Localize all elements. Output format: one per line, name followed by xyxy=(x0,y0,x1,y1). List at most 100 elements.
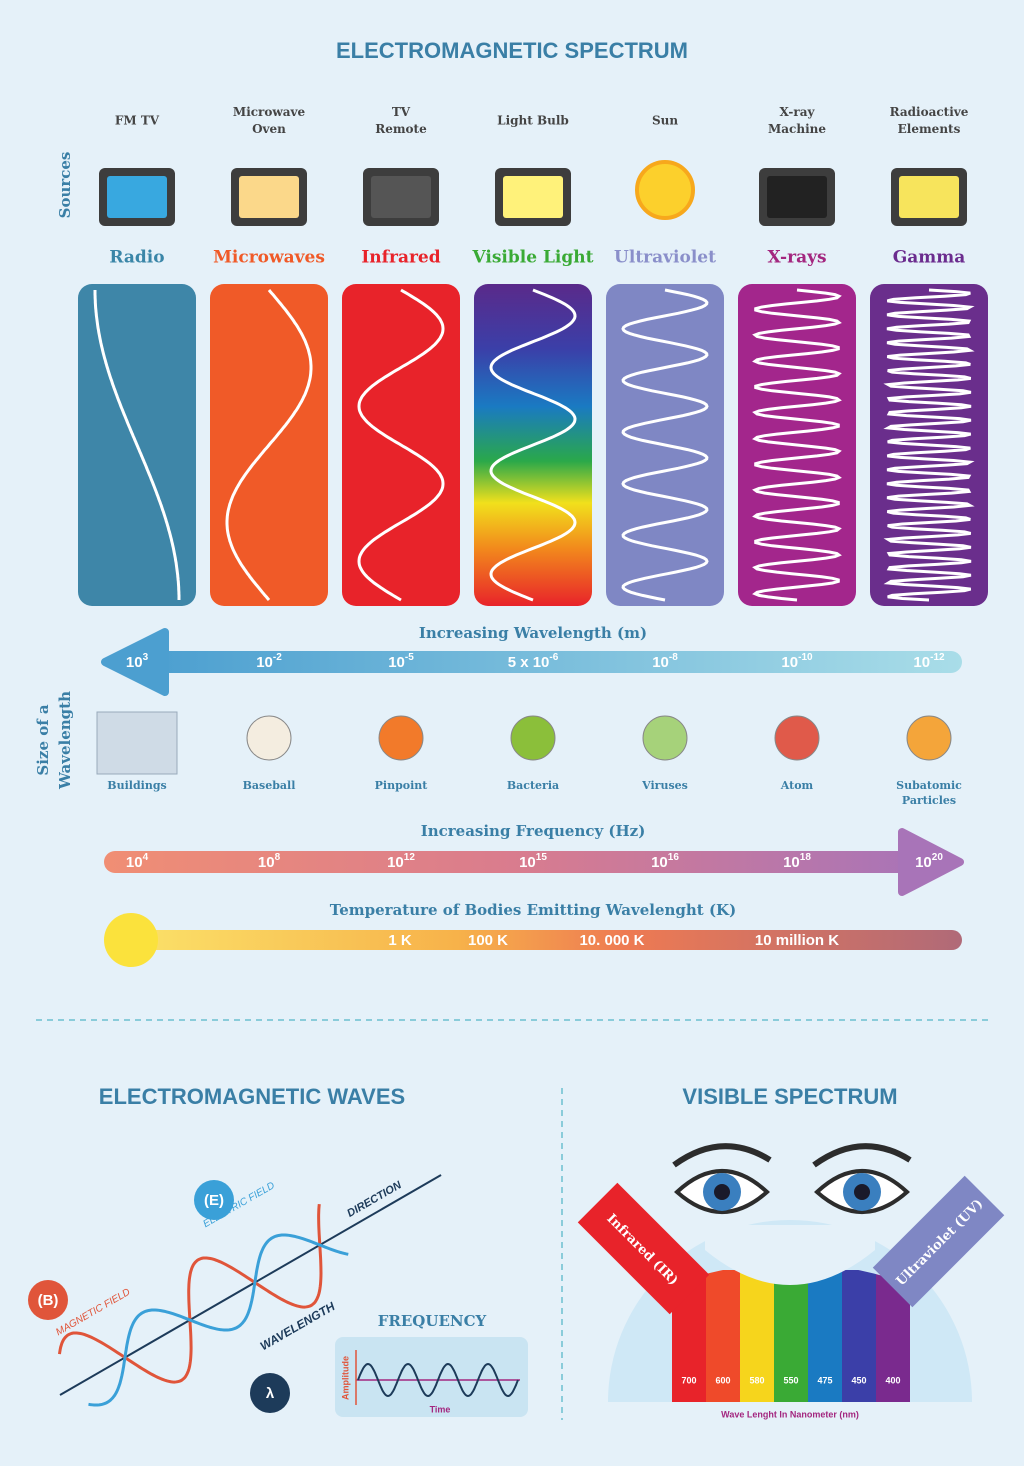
brow xyxy=(812,1143,912,1168)
symbol-label: (B) xyxy=(38,1292,59,1309)
scale-exp: 16 xyxy=(668,852,680,863)
scale-base: 10 xyxy=(652,654,669,671)
ray-body xyxy=(872,1175,1005,1308)
spectrum-bar xyxy=(774,1270,808,1402)
scale-exp: 3 xyxy=(143,652,149,663)
wave xyxy=(752,288,842,602)
frequency-title: Increasing Frequency (Hz) xyxy=(421,822,646,840)
wavelength-bar xyxy=(150,651,962,673)
scale-base: 10 xyxy=(256,654,273,671)
scale-base: 5 x 10 xyxy=(508,654,550,671)
source-icon xyxy=(495,168,571,226)
freq-wave xyxy=(357,1362,519,1398)
source-icon xyxy=(363,168,439,226)
spectrum-bar xyxy=(842,1270,876,1402)
object-icon xyxy=(774,715,820,761)
scale-base: 10 xyxy=(388,654,405,671)
object-icon xyxy=(96,711,178,775)
electric-wave xyxy=(88,1233,349,1407)
magnetic-wave xyxy=(57,1203,323,1384)
scale-label: 10-10 xyxy=(781,652,813,671)
wavelength-title: Increasing Wavelength (m) xyxy=(419,624,647,642)
scale-label: 1015 xyxy=(519,852,547,871)
frequency-arrowhead xyxy=(898,828,964,896)
object-label: Viruses xyxy=(641,779,688,792)
source-label: Sun xyxy=(652,114,678,128)
temperature-label: 10. 000 K xyxy=(579,932,644,949)
frequency-box-title: FREQUENCY xyxy=(378,1312,487,1330)
symbol-label: (E) xyxy=(204,1192,224,1209)
spectrum-arc xyxy=(705,1225,875,1285)
source-label: Microwave xyxy=(233,105,306,119)
object-label: Bacteria xyxy=(507,779,559,792)
scale-label: 1016 xyxy=(651,852,679,871)
frequency-box xyxy=(335,1337,528,1417)
symbol-circle xyxy=(28,1280,68,1320)
sources-label: Sources xyxy=(56,152,74,219)
object-icon xyxy=(246,715,292,761)
scale-exp: -10 xyxy=(798,652,813,663)
band-name: Microwaves xyxy=(213,248,325,268)
object-label: Pinpoint xyxy=(375,779,429,792)
scale-label: 10-12 xyxy=(913,652,945,671)
wave xyxy=(357,288,445,602)
brow xyxy=(672,1143,772,1168)
scale-exp: 15 xyxy=(536,852,548,863)
em-title: ELECTROMAGNETIC WAVES xyxy=(99,1084,405,1109)
source-label: X-ray xyxy=(780,105,816,119)
wave xyxy=(489,288,577,602)
wavelength-arrowhead xyxy=(101,628,169,696)
scale-label: 5 x 10-6 xyxy=(508,652,559,671)
spectrum-bar xyxy=(740,1270,774,1402)
symbol-circle xyxy=(194,1180,234,1220)
scale-label: 108 xyxy=(258,852,281,871)
ray-body xyxy=(577,1182,710,1315)
caption: Wave Lenght In Nanometer (nm) xyxy=(721,1409,859,1419)
spectrum-label: 450 xyxy=(851,1375,866,1385)
object-label: Buildings xyxy=(107,779,166,792)
title: ELECTROMAGNETIC SPECTRUM xyxy=(336,38,688,63)
scale-base: 10 xyxy=(915,854,932,871)
temperature-label: 1 K xyxy=(388,932,412,949)
symbol-label: λ xyxy=(266,1385,275,1402)
object-label: Subatomic xyxy=(896,779,962,792)
scale-label: 103 xyxy=(126,652,149,671)
frequency-bar xyxy=(104,851,924,873)
scale-label: 10-2 xyxy=(256,652,282,671)
scale-base: 10 xyxy=(258,854,275,871)
icon-screen xyxy=(767,176,827,218)
symbol-circle xyxy=(250,1373,290,1413)
source-label: Remote xyxy=(375,122,427,136)
spectrum-bar xyxy=(706,1270,740,1402)
temperature-label: 100 K xyxy=(468,932,508,949)
wave xyxy=(883,288,975,602)
temperature-title: Temperature of Bodies Emitting Wavelengh… xyxy=(330,901,736,919)
scale-label: 10-5 xyxy=(388,652,414,671)
object-label: Baseball xyxy=(243,779,296,792)
source-icon xyxy=(759,168,835,226)
source-label: TV xyxy=(392,105,411,119)
spectrum-label: 550 xyxy=(783,1375,798,1385)
source-label: Light Bulb xyxy=(497,114,569,128)
scale-exp: -5 xyxy=(405,652,414,663)
icon-screen xyxy=(107,176,167,218)
scale-exp: 20 xyxy=(932,852,944,863)
band-name: X-rays xyxy=(767,248,826,268)
scale-base: 10 xyxy=(126,654,143,671)
object-icon xyxy=(378,715,424,761)
band-name: Visible Light xyxy=(472,248,594,268)
time-label: Time xyxy=(430,1404,451,1414)
scale-exp: -8 xyxy=(669,652,678,663)
wave xyxy=(621,288,709,602)
scale-base: 10 xyxy=(126,854,143,871)
scale-base: 10 xyxy=(913,654,930,671)
band-name: Gamma xyxy=(893,248,966,268)
source-icon xyxy=(891,168,967,226)
wave xyxy=(93,290,181,600)
spectrum-label: 475 xyxy=(817,1375,832,1385)
object-icon xyxy=(642,715,688,761)
icon-screen xyxy=(239,176,299,218)
scale-label: 1012 xyxy=(387,852,415,871)
source-label: Radioactive xyxy=(890,105,969,119)
band-name: Radio xyxy=(109,248,164,268)
